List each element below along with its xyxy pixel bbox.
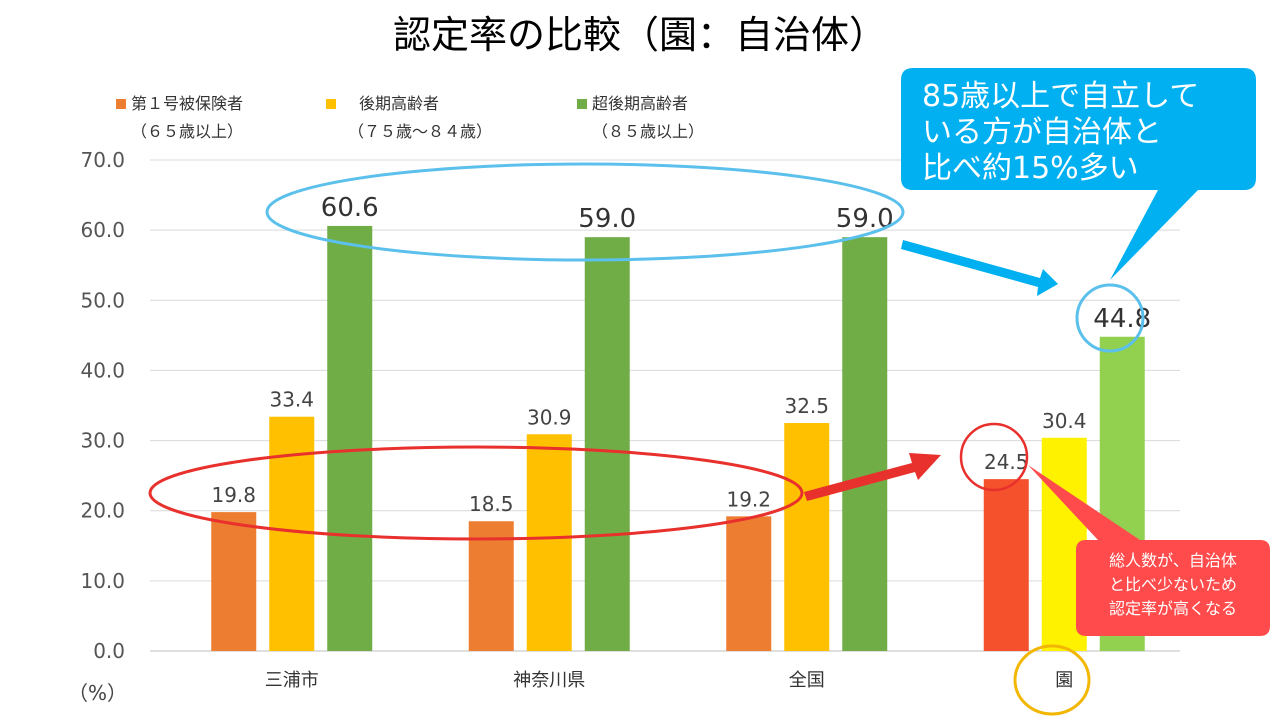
y-tick-label: 40.0	[80, 358, 125, 382]
legend-sublabel-series-3: （８５歳以上）	[592, 122, 704, 141]
bar	[983, 479, 1029, 651]
legend-label-series-1: 第１号被保険者	[131, 94, 243, 113]
bar	[584, 237, 630, 651]
callout-top-line-3: 比べ約15%多い	[922, 151, 1139, 186]
legend-label-series-3: 超後期高齢者	[592, 94, 688, 113]
legend-swatch-series-1	[116, 99, 126, 109]
data-label: 60.6	[321, 193, 379, 223]
y-unit-label: （%）	[68, 681, 127, 705]
arrow-red	[804, 453, 941, 501]
bar	[211, 512, 257, 651]
data-label: 30.4	[1042, 409, 1087, 433]
data-label: 19.2	[726, 487, 771, 511]
y-tick-label: 50.0	[80, 288, 125, 312]
y-tick-label: 60.0	[80, 218, 125, 242]
x-tick-label: 三浦市	[265, 670, 319, 691]
legend-swatch-series-2	[326, 99, 336, 109]
legend-sublabel-series-1: （６５歳以上）	[131, 122, 243, 141]
callout-top-line-1: 85歳以上で自立して	[922, 79, 1199, 114]
bar	[327, 225, 373, 652]
y-tick-label: 30.0	[80, 429, 125, 453]
gridlines	[150, 159, 1180, 652]
data-label: 30.9	[527, 405, 572, 429]
callout-top: 85歳以上で自立して いる方が自治体と 比べ約15%多い	[901, 68, 1256, 280]
arrow-blue	[901, 240, 1058, 296]
highlight-circle-blue	[1075, 283, 1145, 353]
highlight-circle-red	[959, 422, 1029, 492]
callout-bottom-line-3: 認定率が高くなる	[1109, 599, 1237, 618]
highlight-ellipse-blue	[265, 162, 905, 262]
callout-top-shape	[901, 68, 1256, 280]
y-tick-label: 70.0	[80, 148, 125, 172]
legend-label-series-2: 後期高齢者	[359, 94, 439, 113]
y-axis: 0.0 10.0 20.0 30.0 40.0 50.0 60.0 70.0	[80, 148, 125, 663]
legend-swatch-series-3	[577, 99, 587, 109]
data-label: 24.5	[984, 450, 1029, 474]
data-label: 32.5	[784, 394, 829, 418]
x-tick-label: 園	[1055, 670, 1073, 691]
callout-top-line-2: いる方が自治体と	[922, 115, 1162, 150]
x-tick-label: 全国	[789, 670, 825, 691]
callout-bottom: 総人数が、自治体 と比べ少ないため 認定率が高くなる	[1028, 465, 1270, 636]
bar	[468, 521, 514, 651]
legend: 第１号被保険者 （６５歳以上） 後期高齢者 （７５歳～８４歳） 超後期高齢者 （…	[116, 94, 704, 141]
x-axis: 三浦市 神奈川県 全国 園	[265, 670, 1074, 691]
data-label: 18.5	[469, 492, 514, 516]
callout-bottom-line-2: と比べ少ないため	[1109, 575, 1237, 594]
bar	[726, 516, 772, 651]
data-labels: 19.833.460.618.530.959.019.232.559.024.5…	[211, 193, 1151, 516]
x-tick-label: 神奈川県	[513, 670, 585, 691]
y-tick-label: 10.0	[80, 569, 125, 593]
bars	[211, 225, 1145, 652]
bar	[526, 434, 572, 651]
highlight-circle-gold	[1013, 644, 1091, 716]
data-label: 59.0	[578, 204, 636, 234]
highlight-ellipse-red	[148, 445, 804, 541]
chart-title: 認定率の比較（園：自治体）	[393, 13, 887, 57]
callout-bottom-shape	[1028, 465, 1270, 636]
data-label: 19.8	[211, 483, 256, 507]
bar	[842, 237, 888, 651]
y-tick-label: 20.0	[80, 499, 125, 523]
legend-sublabel-series-2: （７５歳～８４歳）	[348, 122, 492, 141]
callout-bottom-line-1: 総人数が、自治体	[1109, 551, 1237, 570]
data-label: 33.4	[269, 388, 314, 412]
bar	[784, 423, 830, 651]
y-tick-label: 0.0	[93, 639, 125, 663]
